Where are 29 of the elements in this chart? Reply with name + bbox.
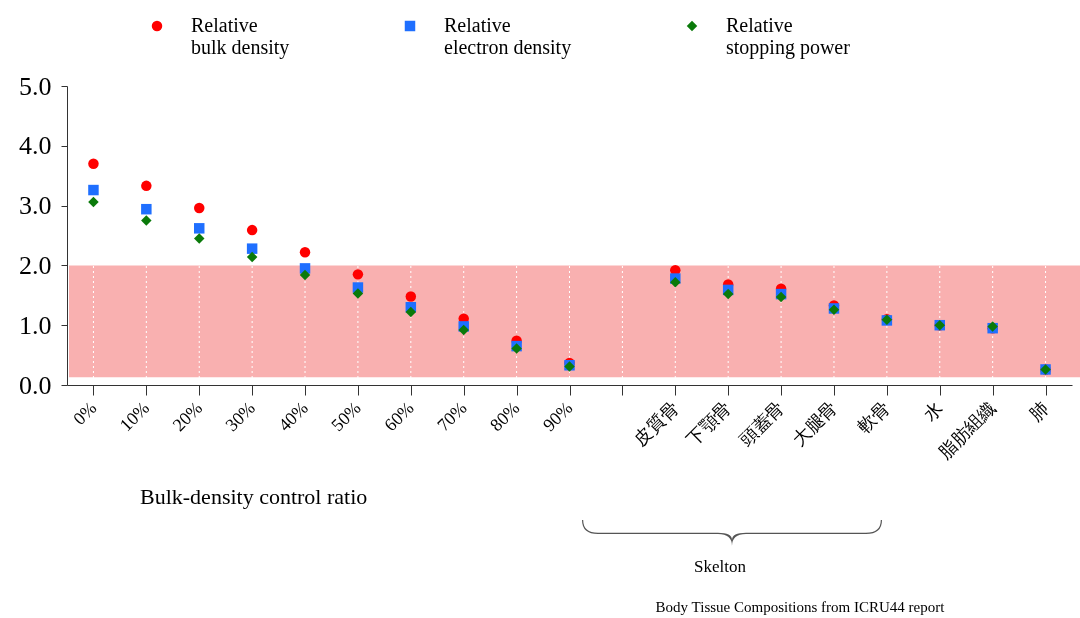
- x-tick-label: 50%: [327, 397, 365, 436]
- text: Bulk-density control ratio: [140, 484, 368, 509]
- x-tick-label: 90%: [538, 397, 577, 436]
- legend-label: Relative bulk density: [191, 14, 290, 59]
- text: Body Tissue Compositions from ICRU44 report: [655, 599, 946, 615]
- x-tick-label: 70%: [433, 397, 471, 436]
- x-tick-label: 40%: [274, 397, 312, 436]
- x-tick-label: 30%: [221, 397, 259, 436]
- x-tick-label: 軟骨: [854, 397, 894, 438]
- x-tick-label: 20%: [168, 397, 207, 436]
- x-tick-label: 80%: [485, 397, 524, 436]
- x-tick-label: 頭蓋骨: [735, 397, 788, 451]
- y-tick-label: 5.0: [19, 71, 52, 101]
- y-tick-label: 3.0: [19, 191, 52, 221]
- text: Skelton: [694, 557, 747, 576]
- x-tick-label: 皮質骨: [629, 397, 683, 451]
- x-tick-label: 0%: [69, 397, 101, 429]
- legend-label: Relative stopping power: [726, 14, 851, 59]
- legend-label: Relative electron density: [444, 14, 572, 59]
- y-tick-label: 0.0: [19, 370, 52, 400]
- x-tick-label: 大腿骨: [788, 397, 841, 451]
- x-tick-label: 肺: [1025, 397, 1053, 425]
- y-tick-label: 1.0: [19, 310, 52, 340]
- y-tick-label: 4.0: [19, 131, 52, 161]
- y-tick-label: 2.0: [19, 250, 52, 280]
- x-tick-label: 水: [919, 397, 947, 425]
- x-tick-label: 下顎骨: [682, 397, 736, 451]
- x-tick-label: 60%: [380, 397, 418, 436]
- x-tick-label: 10%: [115, 397, 154, 436]
